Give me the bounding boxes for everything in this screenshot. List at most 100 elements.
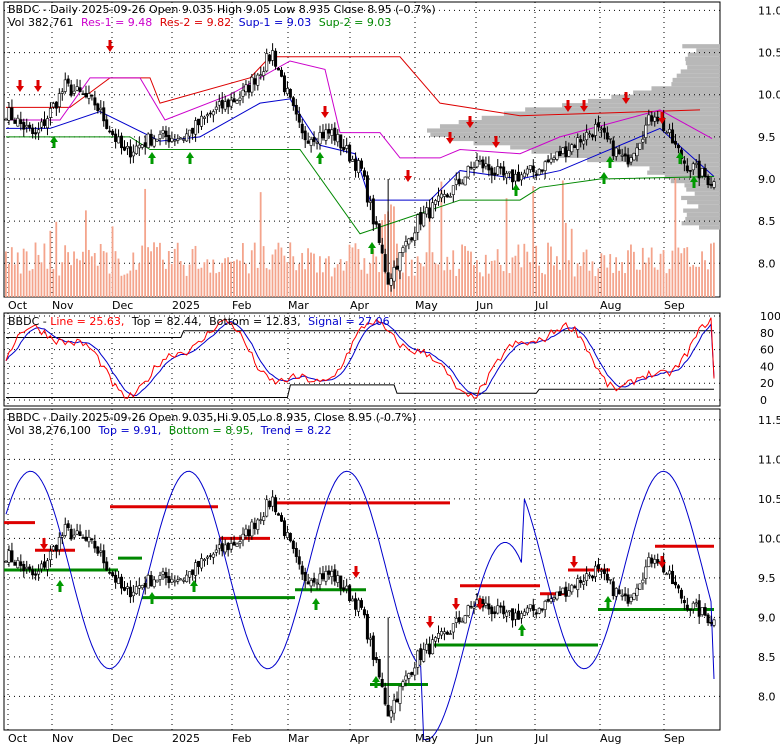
volume-profile-bar (696, 48, 720, 53)
volume-bar (301, 252, 304, 297)
price-candle-body (146, 133, 150, 149)
volume-bar (650, 247, 653, 297)
oscillator-ticker: BBDC - (8, 315, 50, 328)
volume-bar (621, 262, 623, 297)
volume-bar (570, 228, 573, 297)
trend-buy-arrow-icon (148, 592, 156, 604)
price-candle-body (7, 107, 11, 121)
trend-candle-body (285, 532, 289, 538)
volume-bar (529, 262, 532, 297)
trend-candle-body (330, 570, 334, 577)
trend-candle-body (194, 562, 198, 576)
trend-candle-body (576, 578, 580, 590)
volume-bar (603, 255, 606, 297)
price-candle-body (253, 78, 257, 85)
price-candle-body (665, 132, 669, 134)
price-x-tick: 2025 (172, 299, 200, 312)
trend-candle-body (516, 610, 520, 620)
volume-bar (46, 268, 49, 297)
volume-profile-bar (686, 212, 720, 217)
sup1-readout: Sup-1 = 9.03 (239, 16, 312, 29)
trend-candle-body (211, 553, 215, 558)
price-x-tick: Nov (52, 299, 74, 312)
trend-candle-body (45, 560, 49, 570)
price-candle-body (377, 223, 381, 243)
volume-bar (431, 252, 434, 297)
trend-candle-body (365, 613, 369, 640)
volume-profile-bar (587, 157, 720, 163)
trend-candle-body (638, 583, 642, 590)
volume-bar (351, 247, 354, 297)
volume-bar (695, 266, 698, 297)
volume-bar (609, 254, 612, 297)
price-candle-body (259, 74, 263, 76)
trend-y-tick: 8.5 (758, 651, 776, 664)
trend-y-tick: 8.0 (758, 690, 776, 703)
volume-bar (458, 268, 461, 297)
price-candle-body (502, 166, 506, 176)
volume-bar (644, 262, 647, 297)
volume-profile-bar (687, 52, 720, 57)
price-candle-body (567, 150, 571, 157)
oscillator-y-axis: 100 80 60 40 20 0 (760, 310, 780, 407)
price-candle-body (706, 176, 710, 186)
price-candle-body (81, 93, 85, 96)
trend-candle-body (514, 612, 518, 620)
price-candle-body (682, 160, 686, 164)
trend-candle-body (271, 496, 275, 507)
trend-candle-body (357, 599, 361, 612)
trend-candle-body (484, 602, 488, 606)
trend-candle-body (342, 587, 346, 591)
oscillator-line (5, 317, 715, 399)
trend-candle-body (117, 577, 121, 584)
price-candle-body (158, 134, 162, 139)
volume-bar (526, 251, 529, 297)
price-candle-body (439, 193, 443, 199)
price-candle-body (229, 99, 233, 107)
trend-candle-body (333, 569, 337, 582)
price-candle-body (478, 159, 482, 162)
trend-candle-body (706, 614, 710, 624)
trend-candle-body (128, 586, 132, 598)
trend-candle-body (90, 538, 94, 541)
price-candle-body (552, 157, 556, 160)
trend-candle-body (28, 566, 32, 570)
volume-bar (464, 246, 466, 297)
trend-candle-body (268, 500, 272, 508)
price-candle-body (288, 89, 292, 98)
volume-bar (627, 250, 629, 297)
volume-bar (313, 253, 315, 297)
volume-bar (576, 263, 579, 297)
trend-candles (4, 490, 716, 724)
volume-bar (31, 269, 34, 297)
volume-profile-bar (481, 115, 720, 120)
price-candle-body (579, 139, 583, 143)
price-candle-body (241, 89, 245, 97)
trend-candle-body (490, 606, 494, 615)
trend-candle-body (508, 610, 512, 613)
price-candle-body (576, 137, 580, 150)
trend-candle-body (200, 558, 204, 569)
price-candle-body (285, 88, 289, 95)
volume-bar (505, 198, 508, 297)
trend-bottom-readout: Bottom = 8.95, (169, 424, 254, 437)
volume-profile-bar (672, 77, 720, 83)
signal-line (5, 320, 715, 397)
trend-candle-body (214, 549, 218, 553)
price-y-tick: 11.0 (758, 4, 780, 17)
trend-candle-body (31, 569, 35, 576)
price-candle-body (371, 198, 375, 225)
buy-arrow-icon (690, 176, 698, 188)
volume-bar (82, 251, 84, 297)
buy-arrow-icon (600, 172, 608, 184)
price-candle-body (638, 142, 642, 150)
price-x-tick: Oct (8, 299, 28, 312)
price-candle-body (211, 111, 215, 116)
price-candle-body (250, 76, 254, 93)
volume-bar (704, 260, 706, 297)
price-candle-body (122, 146, 126, 151)
volume-bar (108, 273, 111, 297)
trend-candle-body (676, 585, 680, 589)
price-candle-body (611, 140, 615, 157)
